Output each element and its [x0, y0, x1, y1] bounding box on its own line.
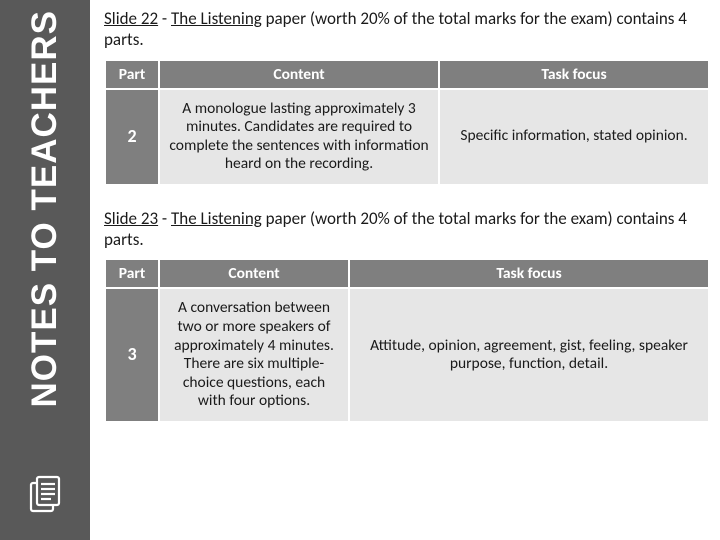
- notes-icon: [21, 471, 69, 524]
- cell-content: A monologue lasting approximately 3 minu…: [159, 89, 439, 185]
- header-part: Part: [105, 60, 159, 89]
- sidebar-title: NOTES TO TEACHERS: [25, 10, 65, 408]
- table-row: 2 A monologue lasting approximately 3 mi…: [105, 89, 709, 185]
- slide-22-sep: -: [158, 8, 171, 29]
- slide-22-block: Slide 22 - The Listening paper (worth 20…: [104, 8, 710, 186]
- slide-23-subject: The Listening: [171, 208, 262, 229]
- slide-23-label: Slide 23: [104, 208, 158, 229]
- header-part: Part: [105, 259, 159, 288]
- cell-part: 2: [105, 89, 159, 185]
- header-task: Task focus: [439, 60, 709, 89]
- main-content: Slide 22 - The Listening paper (worth 20…: [90, 0, 720, 540]
- header-task: Task focus: [349, 259, 709, 288]
- cell-task: Attitude, opinion, agreement, gist, feel…: [349, 288, 709, 422]
- cell-part: 3: [105, 288, 159, 422]
- slide-23-table: Part Content Task focus 3 A conversation…: [104, 258, 710, 423]
- slide-23-intro: Slide 23 - The Listening paper (worth 20…: [104, 208, 710, 251]
- slide-22-table: Part Content Task focus 2 A monologue la…: [104, 59, 710, 186]
- slide-22-label: Slide 22: [104, 8, 158, 29]
- table-header-row: Part Content Task focus: [105, 60, 709, 89]
- table-row: 3 A conversation between two or more spe…: [105, 288, 709, 422]
- slide-22-intro: Slide 22 - The Listening paper (worth 20…: [104, 8, 710, 51]
- cell-task: Specific information, stated opinion.: [439, 89, 709, 185]
- table-header-row: Part Content Task focus: [105, 259, 709, 288]
- header-content: Content: [159, 259, 349, 288]
- header-content: Content: [159, 60, 439, 89]
- slide-23-sep: -: [158, 208, 171, 229]
- sidebar: NOTES TO TEACHERS: [0, 0, 90, 540]
- slide-23-block: Slide 23 - The Listening paper (worth 20…: [104, 208, 710, 423]
- cell-content: A conversation between two or more speak…: [159, 288, 349, 422]
- slide-22-subject: The Listening: [171, 8, 262, 29]
